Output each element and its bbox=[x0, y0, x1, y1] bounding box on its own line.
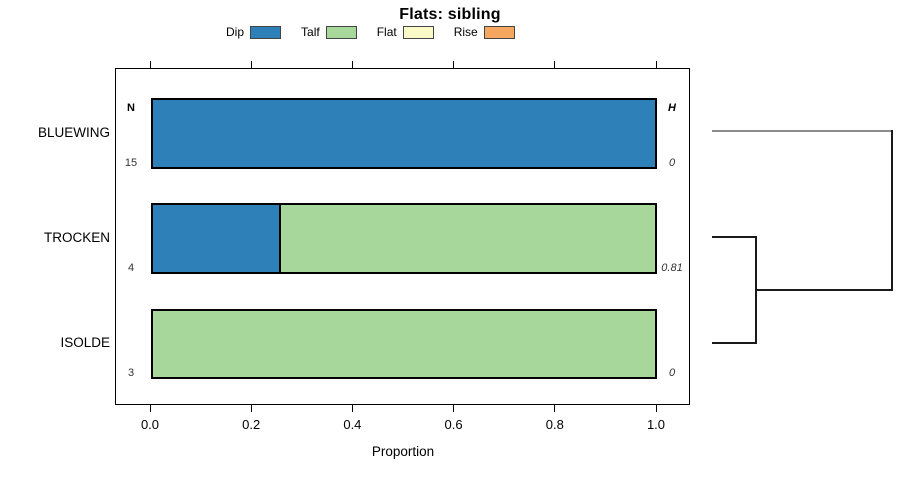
bar-segment-talf bbox=[153, 311, 655, 377]
x-tick-top bbox=[554, 61, 556, 68]
x-tick-bottom bbox=[554, 405, 556, 412]
legend-item-dip: Dip bbox=[226, 25, 282, 39]
x-tick-label: 1.0 bbox=[646, 417, 666, 432]
legend-swatch bbox=[250, 25, 282, 39]
dendrogram-line bbox=[891, 130, 893, 291]
n-value: 4 bbox=[127, 262, 135, 274]
bar-trocken bbox=[151, 203, 657, 274]
legend-item-flat: Flat bbox=[377, 25, 434, 39]
legend-label: Flat bbox=[376, 25, 397, 39]
x-axis-title: Proportion bbox=[371, 444, 435, 459]
x-tick-top bbox=[250, 61, 252, 68]
x-tick-top bbox=[655, 61, 657, 68]
x-tick-label: 0.6 bbox=[444, 417, 463, 432]
h-value: 0 bbox=[668, 367, 676, 379]
category-label-trocken: TROCKEN bbox=[43, 229, 110, 245]
legend-swatch bbox=[483, 25, 515, 39]
dendrogram-line bbox=[755, 289, 893, 291]
x-tick-bottom bbox=[453, 405, 455, 412]
h-value: 0.81 bbox=[661, 262, 683, 274]
legend-label: Dip bbox=[226, 25, 245, 39]
x-tick-label: 0.8 bbox=[545, 417, 564, 432]
legend-swatch bbox=[402, 25, 434, 39]
h-value: 0 bbox=[668, 157, 676, 169]
x-tick-bottom bbox=[149, 405, 151, 412]
x-tick-label: 0.4 bbox=[343, 417, 362, 432]
legend-label: Talf bbox=[301, 25, 320, 39]
chart-title: Flats: sibling bbox=[399, 6, 501, 23]
x-tick-top bbox=[351, 61, 353, 68]
bar-bluewing bbox=[151, 98, 657, 169]
bar-segment-dip bbox=[153, 205, 279, 272]
x-tick-bottom bbox=[351, 405, 353, 412]
x-tick-bottom bbox=[655, 405, 657, 412]
bar-isolde bbox=[151, 309, 657, 379]
x-tick-label: 0.2 bbox=[242, 417, 261, 432]
dendrogram-line bbox=[712, 342, 757, 344]
x-tick-top bbox=[149, 61, 151, 68]
x-tick-bottom bbox=[250, 405, 252, 412]
n-value: 3 bbox=[127, 367, 135, 379]
bar-segment-dip bbox=[153, 100, 655, 167]
legend-swatch bbox=[325, 25, 357, 39]
bar-segment-talf bbox=[278, 205, 655, 272]
x-tick-label: 0.0 bbox=[140, 417, 160, 432]
dendrogram-line bbox=[712, 130, 892, 132]
dendrogram-line bbox=[712, 236, 757, 238]
legend-label: Rise bbox=[453, 25, 478, 39]
h-column-header: H bbox=[668, 102, 676, 114]
category-label-isolde: ISOLDE bbox=[60, 335, 110, 350]
category-label-bluewing: BLUEWING bbox=[37, 124, 110, 140]
n-column-header: N bbox=[127, 102, 135, 114]
legend-item-rise: Rise bbox=[454, 25, 515, 39]
plot-area: N H 15 0 4 0.81 3 0 bbox=[115, 68, 690, 405]
x-tick-top bbox=[453, 61, 455, 68]
legend-item-talf: Talf bbox=[301, 25, 357, 39]
n-value: 15 bbox=[124, 157, 138, 169]
legend: Dip Talf Flat Rise bbox=[226, 25, 515, 39]
